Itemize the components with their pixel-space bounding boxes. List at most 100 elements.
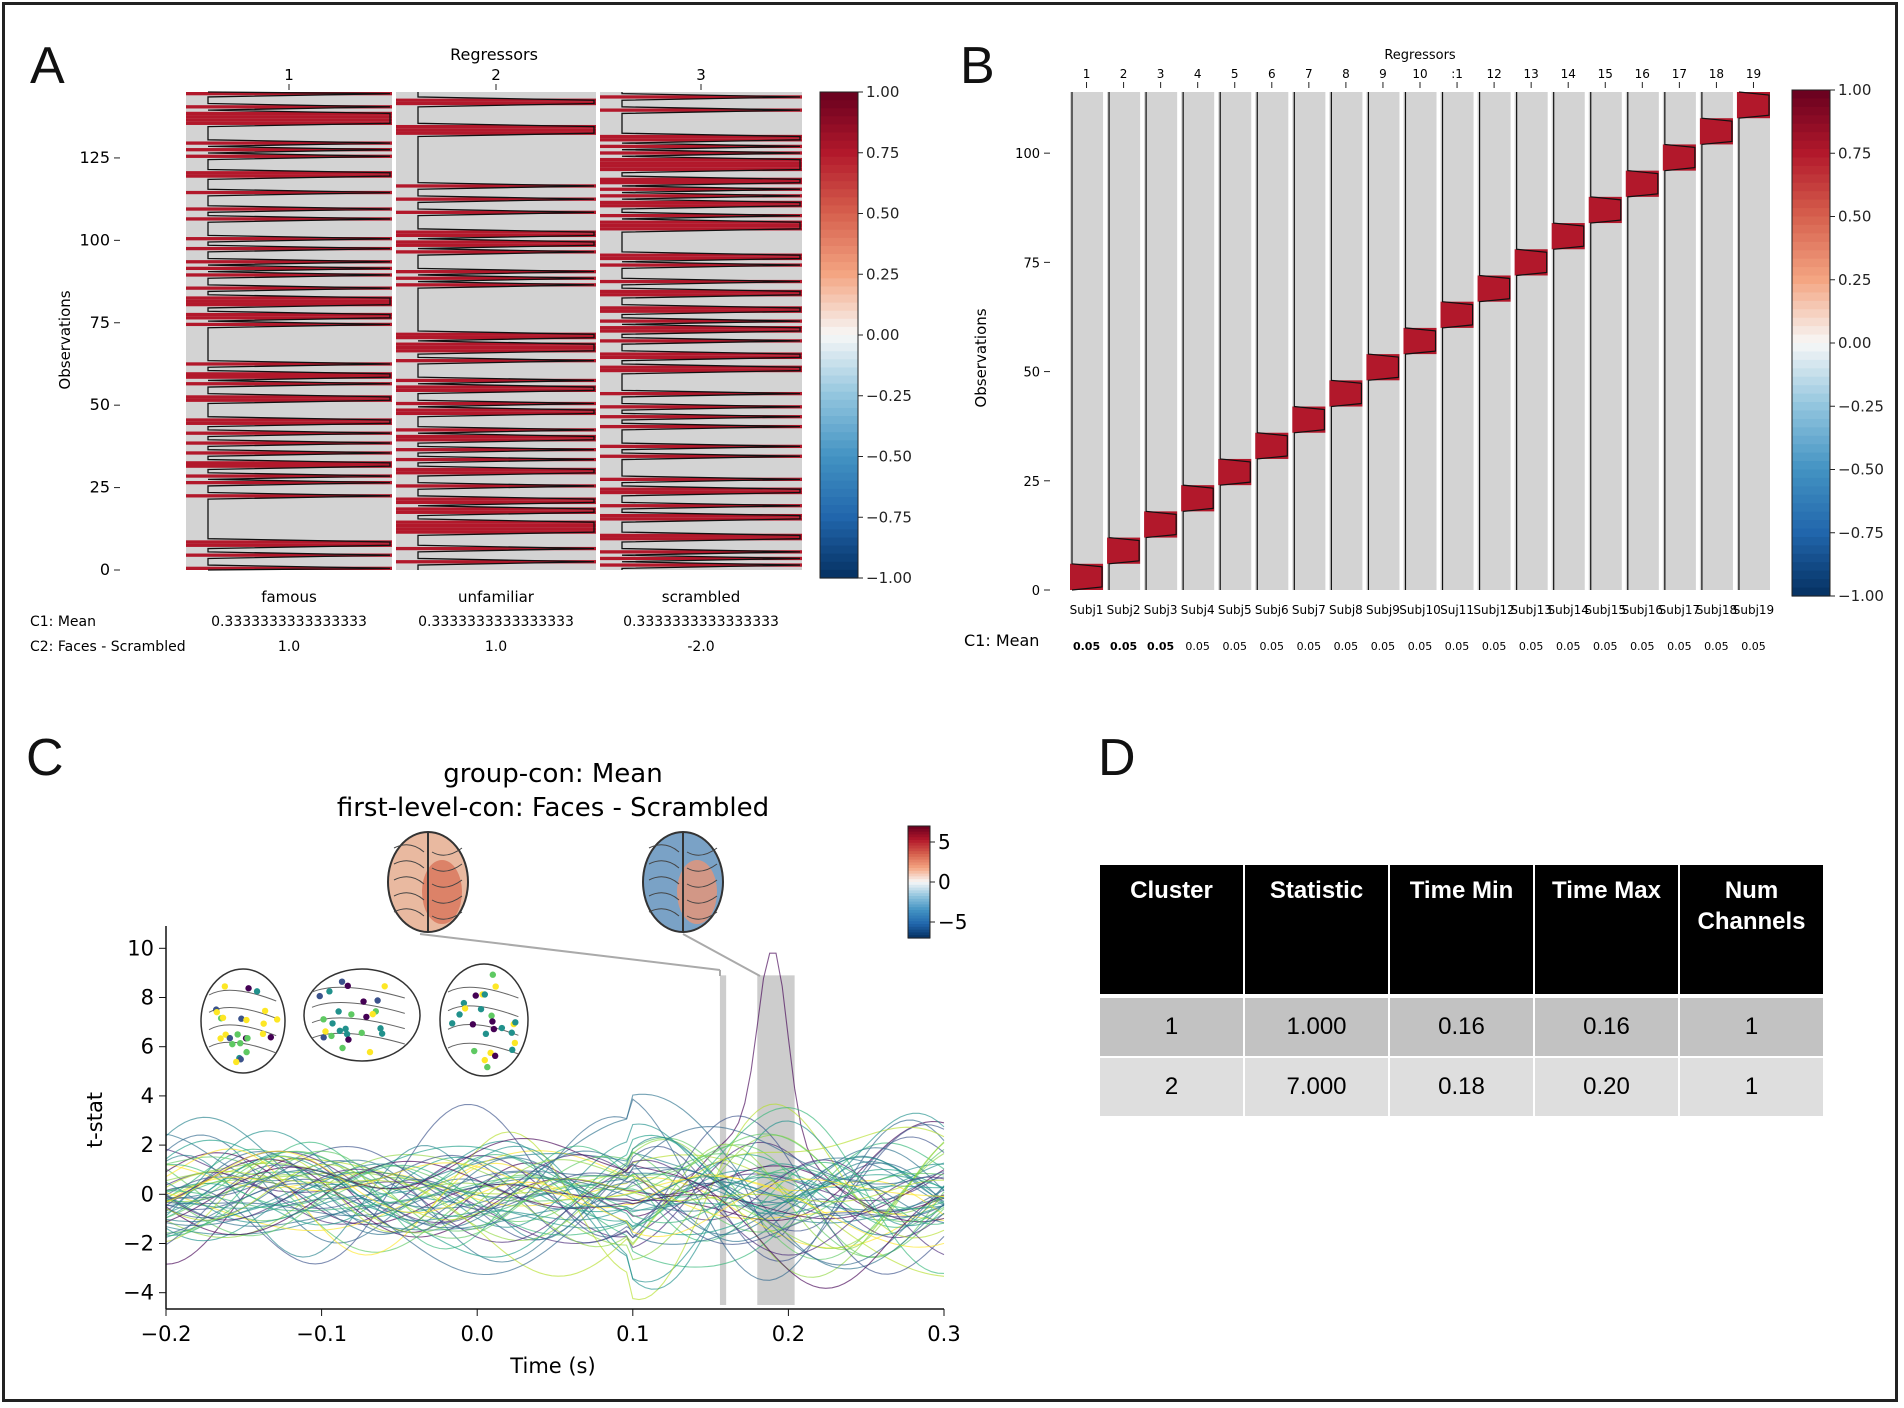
design-on-cell [186,395,392,399]
channel-trace [165,1157,945,1227]
y-tick-label: 0 [100,560,110,579]
design-on-cell [396,484,596,488]
design-on-cell [600,550,802,554]
colorbar-b-segment [1792,267,1830,277]
design-on-cell [396,250,596,254]
x-tick-label: 0.2 [772,1322,805,1346]
colorbar-a-segment [820,424,858,433]
regressor-trace [1404,92,1437,590]
colorbar-a-tick-label: −0.25 [866,387,912,405]
colorbar-b-segment [1792,393,1830,403]
sensor-brain-axial-sensor [461,1005,469,1012]
topomap-2-connector [682,933,761,977]
sensor-brain-sagittal-gyrus [311,1017,405,1030]
sensor-brain-axial-sensor [481,1056,488,1064]
sensor-brain-axial-sensor [489,971,497,978]
regressor-number: 3 [1157,67,1165,81]
design-on-cell [186,398,392,402]
colorbar-b-segment [1792,452,1830,462]
design-on-cell [186,464,392,468]
sensor-brain-sagittal-sensor [345,1036,352,1043]
regressor-name: famous [261,588,317,606]
contrast-c1-value: 0.3333333333333333 [623,614,779,630]
sensor-brain-coronal-sensor [226,1034,234,1042]
sensor-brain-coronal [200,968,286,1074]
colorbar-a-segment [820,278,858,287]
colorbar-b-segment [1792,233,1830,243]
colorbar-a-segment [820,472,858,482]
colorbar-b-tick-label: 1.00 [1838,81,1871,99]
contrast-c1-value: 0.05 [1556,640,1581,653]
regressor-name: unfamiliar [458,588,535,606]
channel-trace [165,1133,945,1234]
regressor-trace [1330,92,1363,590]
design-on-cell [396,276,596,280]
design-on-cell [600,533,802,538]
subject-label: Subj1 [1070,603,1104,617]
design-on-cell [396,233,596,238]
colorbar-b-segment [1792,553,1830,563]
sensor-brain-sagittal-sensor [344,982,351,990]
colorbar-c-segment [908,834,930,838]
design-on-cell [396,523,596,528]
colorbar-a-segment [820,310,858,320]
topomap-1-sulcus [393,844,425,853]
subject-label: Subj9 [1366,603,1400,617]
sensor-brain-sagittal-sensor [378,1030,386,1037]
sensor-brain-sagittal-sensor [339,1044,346,1052]
colorbar-a-segment [820,545,858,555]
design-on-cell [396,345,596,350]
subject-label: Subj14 [1547,603,1588,617]
design-on-cell [600,490,802,495]
colorbar-a-segment [820,521,858,530]
colorbar-c-segment [908,828,930,833]
colorbar-b-segment [1792,199,1830,209]
design-on-cell [600,161,802,165]
design-on-cell [186,372,392,376]
colorbar-a-segment [820,156,858,166]
regressor-number: 1 [284,66,294,84]
regressor-trace [1738,91,1770,590]
design-on-cell [600,256,802,261]
colorbar-a-segment [820,416,858,425]
design-on-cell [396,527,596,531]
sensor-brain-sagittal-sensor [329,1020,336,1027]
design-on-cell [600,138,802,142]
colorbar-b-segment [1792,157,1830,167]
design-on-cell [600,151,802,155]
regressor-trace [1627,92,1659,590]
colorbar-c-tick-label: 0 [938,870,951,894]
colorbar-b-segment [1792,402,1830,412]
y-tick-label: 100 [79,230,110,249]
design-on-cell [396,270,596,274]
design-on-cell [600,306,802,310]
sensor-brain-sagittal-sensor [322,1028,329,1035]
panel-label-b: B [960,37,995,95]
design-on-cell [396,335,596,340]
colorbar-a-segment [820,399,858,409]
design-on-cell [186,316,392,320]
colorbar-a-segment [820,229,858,239]
sensor-brain-sagittal-sensor [316,992,323,1000]
design-on-cell [600,220,802,224]
design-on-cell [396,467,596,472]
y-tick-label: 25 [1023,475,1040,490]
subject-label: Subj19 [1733,603,1774,617]
colorbar-c-segment [908,865,930,869]
sensor-brain-axial-sensor [491,1052,499,1060]
colorbar-b-segment [1792,250,1830,260]
sensor-brain-axial-sensor [449,1020,456,1027]
channel-trace [166,1167,945,1224]
colorbar-a-segment [820,100,858,109]
colorbar-b-segment [1792,334,1830,344]
design-on-cell [600,537,802,541]
sensor-brain-coronal-gyrus [208,1041,277,1054]
design-on-cell [1181,485,1215,512]
sensor-brain-sagittal-sensor [343,1030,351,1038]
regressor-trace [1367,92,1400,590]
colorbar-b-tick-label: 0.00 [1838,334,1871,352]
channel-trace [165,1103,945,1301]
cluster-shade [719,975,727,1305]
sensor-brain-coronal-gyrus [208,1024,277,1037]
topomap-2-sulcus [686,879,718,888]
